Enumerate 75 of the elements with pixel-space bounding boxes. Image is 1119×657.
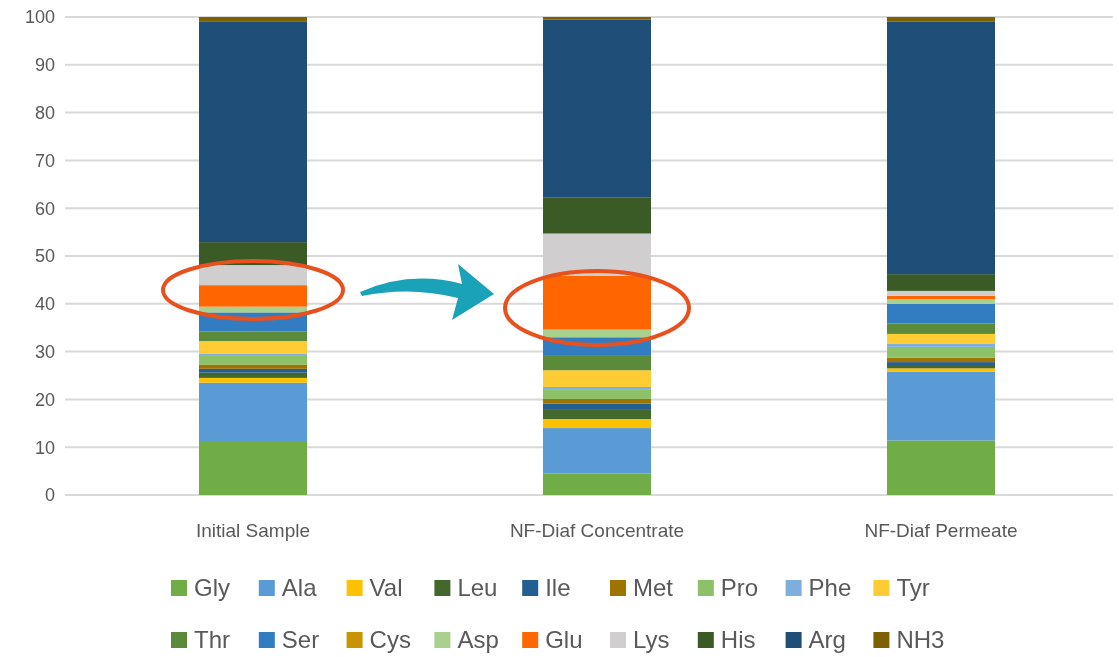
bar bbox=[198, 368, 308, 373]
legend-label: Ile bbox=[545, 574, 571, 602]
bar bbox=[886, 274, 996, 291]
legend-label: Leu bbox=[457, 574, 498, 602]
bar bbox=[542, 386, 652, 390]
bar bbox=[542, 197, 652, 234]
bar bbox=[198, 364, 308, 369]
bar bbox=[542, 473, 652, 495]
legend-label: Val bbox=[369, 574, 403, 602]
y-tick-label: 0 bbox=[44, 485, 55, 506]
y-tick-label: 90 bbox=[34, 55, 55, 76]
legend-label: Pro bbox=[720, 574, 759, 602]
bar bbox=[198, 285, 308, 307]
y-tick-label: 80 bbox=[34, 102, 55, 123]
legend-label: Met bbox=[633, 574, 674, 602]
legend-label: Tyr bbox=[896, 574, 930, 602]
legend-label: Cys bbox=[369, 626, 411, 654]
y-tick-label: 40 bbox=[34, 294, 55, 315]
bar bbox=[198, 440, 308, 495]
bar bbox=[886, 371, 996, 441]
bar bbox=[198, 21, 308, 243]
y-tick-label: 10 bbox=[34, 437, 55, 458]
bar bbox=[542, 409, 652, 419]
bar bbox=[886, 346, 996, 358]
legend-label: Asp bbox=[457, 626, 499, 654]
bar bbox=[886, 333, 996, 344]
bar bbox=[542, 329, 652, 338]
bar bbox=[542, 419, 652, 429]
bar bbox=[886, 343, 996, 347]
legend-label: Phe bbox=[808, 574, 852, 602]
x-tick-label: NF-Diaf Concentrate bbox=[509, 520, 685, 541]
legend-label: Lys bbox=[633, 626, 670, 654]
bar bbox=[886, 362, 996, 365]
bar bbox=[542, 428, 652, 474]
legend-label: Thr bbox=[194, 626, 231, 654]
y-tick-label: 100 bbox=[24, 7, 55, 28]
x-tick-label: Initial Sample bbox=[195, 520, 311, 541]
bar bbox=[542, 355, 652, 371]
bar bbox=[542, 389, 652, 399]
bar bbox=[886, 323, 996, 334]
legend-label: Arg bbox=[808, 626, 846, 654]
bar bbox=[542, 19, 652, 198]
bar bbox=[886, 364, 996, 369]
bar bbox=[886, 299, 996, 304]
x-tick-label: NF-Diaf Permeate bbox=[864, 520, 1018, 541]
bar bbox=[542, 403, 652, 410]
bar bbox=[198, 341, 308, 354]
bar bbox=[886, 303, 996, 324]
y-tick-label: 20 bbox=[34, 389, 55, 410]
legend-label: His bbox=[720, 626, 756, 654]
bar bbox=[886, 357, 996, 363]
legend-label: Glu bbox=[545, 626, 583, 654]
bar bbox=[542, 370, 652, 387]
legend-label: Ala bbox=[281, 574, 318, 602]
legend-label: Gly bbox=[194, 574, 230, 602]
bar bbox=[198, 355, 308, 365]
bar bbox=[886, 21, 996, 275]
y-tick-label: 70 bbox=[34, 150, 55, 171]
bar bbox=[198, 17, 308, 22]
legend-label: Ser bbox=[281, 626, 320, 654]
y-tick-label: 50 bbox=[34, 246, 55, 267]
bar bbox=[542, 398, 652, 404]
bar bbox=[198, 331, 308, 342]
bar bbox=[886, 290, 996, 296]
bar bbox=[542, 275, 652, 330]
bar bbox=[886, 295, 996, 300]
y-tick-label: 30 bbox=[34, 341, 55, 362]
bar bbox=[886, 17, 996, 22]
bar bbox=[198, 372, 308, 378]
y-tick-label: 60 bbox=[34, 198, 55, 219]
legend-label: NH3 bbox=[896, 626, 945, 654]
bar bbox=[198, 382, 308, 441]
bar bbox=[886, 440, 996, 495]
bar bbox=[198, 377, 308, 383]
bar bbox=[198, 265, 308, 286]
